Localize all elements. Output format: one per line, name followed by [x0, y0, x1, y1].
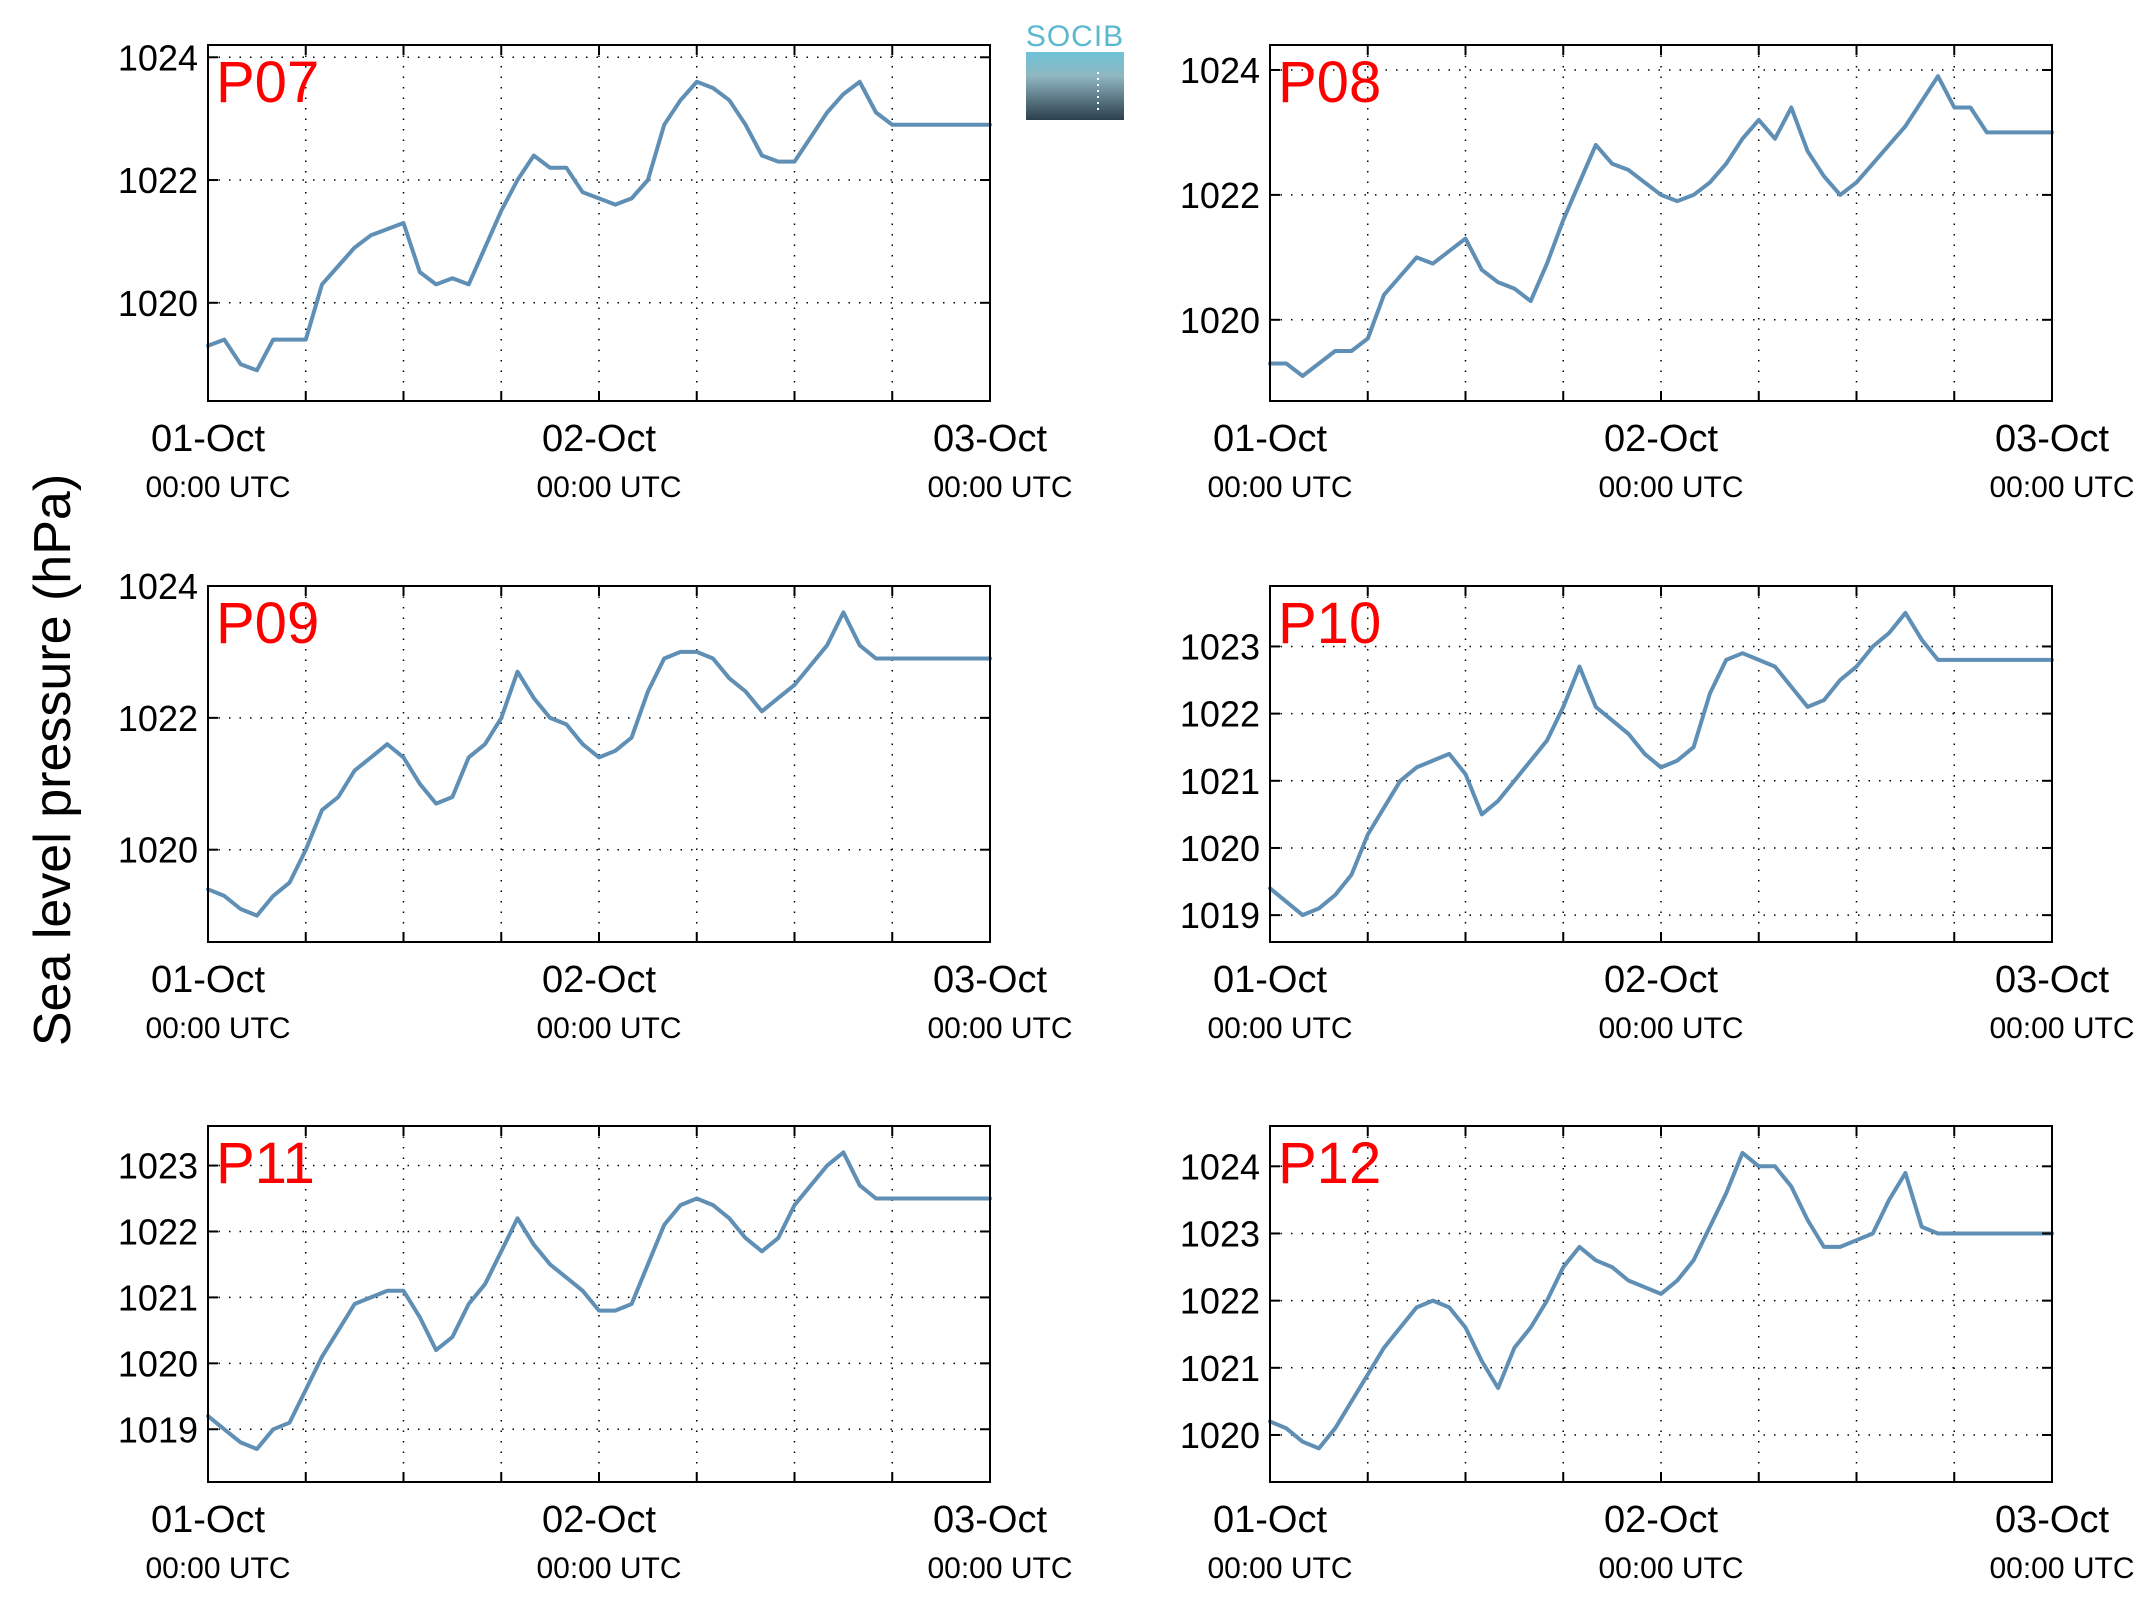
- x-date-label: 01-Oct: [151, 959, 265, 1001]
- x-date-label: 02-Oct: [542, 418, 656, 460]
- y-tick-label: 1023: [1180, 1213, 1260, 1254]
- y-tick-label: 1022: [118, 1211, 198, 1252]
- x-date-label: 01-Oct: [1213, 959, 1327, 1001]
- y-tick-label: 1022: [1180, 1281, 1260, 1322]
- x-time-label: 00:00 UTC: [927, 1552, 1072, 1585]
- chart-panel-p10: 1019 1020 1021 1022 1023 01-Oct 00:00 UTC 02-Oc…: [1180, 585, 2135, 1045]
- series-line: [206, 1150, 992, 1451]
- y-tick-label: 1020: [118, 1343, 198, 1384]
- x-date-label: 01-Oct: [1213, 418, 1327, 460]
- x-date-label: 01-Oct: [151, 1499, 265, 1541]
- y-tick-label: 1024: [1180, 1146, 1260, 1187]
- y-tick-label: 1020: [118, 830, 198, 871]
- x-date-label: 01-Oct: [1213, 1499, 1327, 1541]
- panel-title: P10: [1278, 591, 1381, 656]
- logo-icon: [1026, 52, 1124, 120]
- x-time-label: 00:00 UTC: [145, 1012, 290, 1045]
- y-tick-label: 1023: [1180, 626, 1260, 667]
- y-tick-label: 1020: [118, 283, 198, 324]
- x-date-label: 01-Oct: [151, 418, 265, 460]
- x-date-label: 03-Oct: [933, 959, 1047, 1001]
- chart-panel-p08: 1020 1022 1024 01-Oct 00:00 UTC 02-Oct 00:00 U…: [1180, 44, 2135, 504]
- x-date-label: 03-Oct: [1995, 418, 2109, 460]
- x-time-label: 00:00 UTC: [1598, 1552, 1743, 1585]
- y-tick-label: 1024: [118, 566, 198, 607]
- socib-logo: SOCIB: [1026, 20, 1124, 120]
- y-tick-label: 1024: [118, 37, 198, 78]
- y-tick-label: 1024: [1180, 50, 1260, 91]
- chart-panel-p11: 1019 1020 1021 1022 1023 01-Oct 00:00 UTC 02-Oc…: [118, 1125, 1073, 1585]
- panel-title: P09: [216, 591, 319, 656]
- x-date-label: 02-Oct: [1604, 1499, 1718, 1541]
- y-tick-label: 1020: [1180, 1415, 1260, 1456]
- x-time-label: 00:00 UTC: [1207, 1012, 1352, 1045]
- x-time-label: 00:00 UTC: [1598, 1012, 1743, 1045]
- x-time-label: 00:00 UTC: [1989, 1012, 2134, 1045]
- chart-panel-p07: 1020 1022 1024 01-Oct 00:00 UTC 02-Oct 00:00 U…: [118, 37, 1073, 504]
- panel-title: P11: [216, 1131, 315, 1196]
- y-tick-label: 1021: [118, 1277, 198, 1318]
- x-time-label: 00:00 UTC: [927, 471, 1072, 504]
- series-line: [206, 79, 992, 373]
- y-tick-label: 1022: [118, 698, 198, 739]
- x-time-label: 00:00 UTC: [536, 1552, 681, 1585]
- series-line: [1268, 610, 2054, 918]
- x-time-label: 00:00 UTC: [1207, 1552, 1352, 1585]
- y-tick-label: 1020: [1180, 300, 1260, 341]
- x-date-label: 03-Oct: [1995, 1499, 2109, 1541]
- x-time-label: 00:00 UTC: [145, 1552, 290, 1585]
- y-tick-label: 1019: [1180, 895, 1260, 936]
- y-axis-label: Sea level pressure (hPa): [24, 474, 82, 1046]
- x-date-label: 02-Oct: [542, 1499, 656, 1541]
- x-time-label: 00:00 UTC: [145, 471, 290, 504]
- x-time-label: 00:00 UTC: [536, 471, 681, 504]
- x-time-label: 00:00 UTC: [1989, 471, 2134, 504]
- x-date-label: 03-Oct: [933, 1499, 1047, 1541]
- y-tick-label: 1021: [1180, 1348, 1260, 1389]
- y-tick-label: 1022: [1180, 175, 1260, 216]
- panel-title: P12: [1278, 1131, 1381, 1196]
- x-time-label: 00:00 UTC: [927, 1012, 1072, 1045]
- x-time-label: 00:00 UTC: [536, 1012, 681, 1045]
- y-tick-label: 1023: [118, 1146, 198, 1187]
- x-time-label: 00:00 UTC: [1207, 471, 1352, 504]
- chart-panel-p09: 1020 1022 1024 01-Oct 00:00 UTC 02-Oct 00:00 U…: [118, 566, 1073, 1045]
- panels: 1020 1022 1024 01-Oct 00:00 UTC 02-Oct 00:00 U…: [118, 37, 2135, 1585]
- x-date-label: 03-Oct: [933, 418, 1047, 460]
- panel-title: P08: [1278, 50, 1381, 115]
- x-date-label: 02-Oct: [1604, 418, 1718, 460]
- x-date-label: 02-Oct: [542, 959, 656, 1001]
- series-line: [206, 610, 992, 918]
- y-tick-label: 1021: [1180, 761, 1260, 802]
- y-tick-label: 1019: [118, 1409, 198, 1450]
- series-line: [1268, 74, 2054, 378]
- y-tick-label: 1020: [1180, 828, 1260, 869]
- panel-title: P07: [216, 50, 319, 115]
- series-line: [1268, 1150, 2054, 1451]
- x-time-label: 00:00 UTC: [1989, 1552, 2134, 1585]
- x-date-label: 03-Oct: [1995, 959, 2109, 1001]
- y-tick-label: 1022: [118, 160, 198, 201]
- logo-text: SOCIB: [1026, 20, 1124, 53]
- x-date-label: 02-Oct: [1604, 959, 1718, 1001]
- x-time-label: 00:00 UTC: [1598, 471, 1743, 504]
- chart-panel-p12: 1020 1021 1022 1023 1024 01-Oct 00:00 UTC 02-Oc…: [1180, 1125, 2135, 1585]
- y-tick-label: 1022: [1180, 694, 1260, 735]
